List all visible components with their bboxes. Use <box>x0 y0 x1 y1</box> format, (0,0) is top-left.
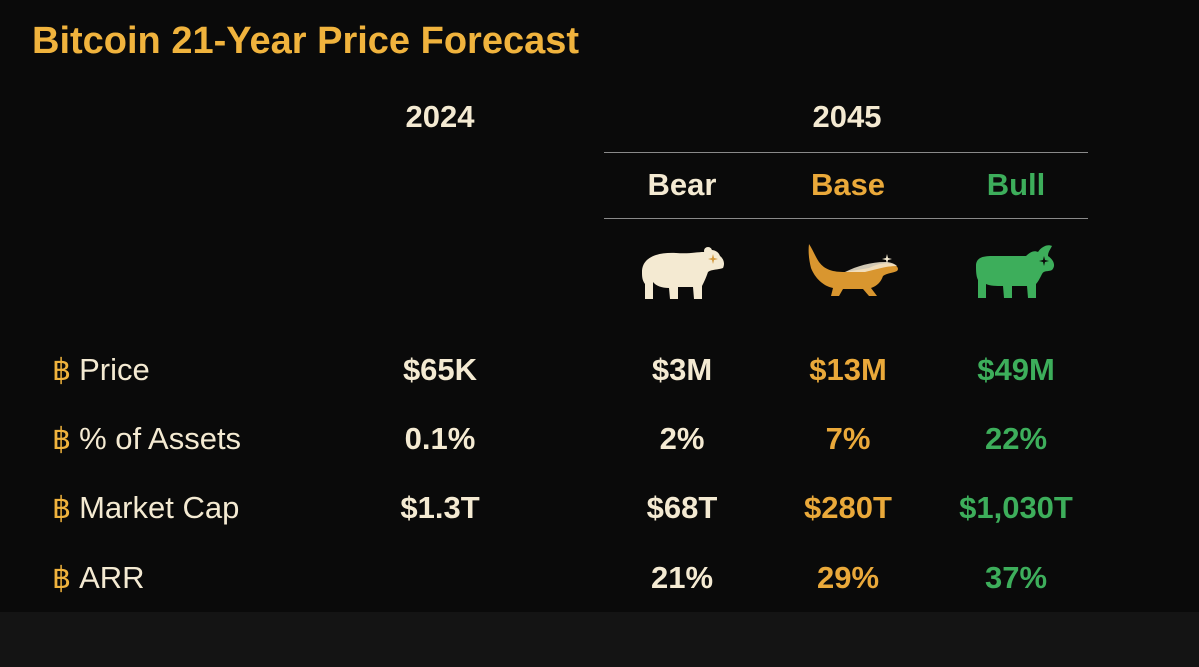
bitcoin-icon: ฿ <box>52 491 72 526</box>
row-label-assets: ฿% of Assets <box>52 421 241 457</box>
row-label-market-cap: ฿ Market Cap <box>52 490 239 526</box>
page-title: Bitcoin 21-Year Price Forecast <box>32 20 580 62</box>
divider-top <box>604 152 1088 153</box>
bottom-band <box>0 612 1199 667</box>
cell-arr-base: 29% <box>816 560 880 595</box>
scenario-base-label: Base <box>810 167 886 202</box>
bear-icon <box>642 247 724 299</box>
row-label-text: Market Cap <box>79 490 240 525</box>
row-label-text: Price <box>79 352 150 387</box>
row-label-text: % of Assets <box>79 421 242 456</box>
row-label-arr: ฿ ARR <box>52 560 145 596</box>
cell-market-cap-base: $280T <box>804 490 892 525</box>
honey-badger-icon <box>808 244 898 296</box>
cell-arr-bull: 37% <box>984 560 1048 595</box>
scenario-bull-label: Bull <box>986 167 1046 202</box>
cell-assets-bull: 22% <box>984 421 1048 456</box>
cell-arr-bear: 21% <box>650 560 714 595</box>
cell-market-cap-bull: $1,030T <box>959 490 1073 525</box>
bitcoin-icon: ฿ <box>52 561 72 596</box>
cell-assets-bear: 2% <box>659 421 705 456</box>
cell-assets-base: 7% <box>825 421 871 456</box>
row-label-price: ฿ Price <box>52 352 150 388</box>
bitcoin-icon: ฿ <box>52 422 72 457</box>
bull-icon <box>976 245 1055 298</box>
header-2045: 2045 <box>812 99 882 134</box>
slide: Bitcoin 21-Year Price Forecast 2024 2045… <box>32 20 1088 596</box>
scenario-bear-label: Bear <box>647 167 717 202</box>
bitcoin-icon: ฿ <box>52 353 72 388</box>
cell-price-bull: $49M <box>977 352 1055 387</box>
header-2024: 2024 <box>405 99 475 134</box>
cell-market-cap-bear: $68T <box>646 490 718 525</box>
row-label-text: ARR <box>79 560 145 595</box>
cell-price-2024: $65K <box>402 352 478 387</box>
cell-price-bear: $3M <box>651 352 713 387</box>
divider-bottom <box>604 218 1088 219</box>
cell-market-cap-2024: $1.3T <box>400 490 480 525</box>
cell-assets-2024: 0.1% <box>404 421 476 456</box>
cell-price-base: $13M <box>809 352 887 387</box>
